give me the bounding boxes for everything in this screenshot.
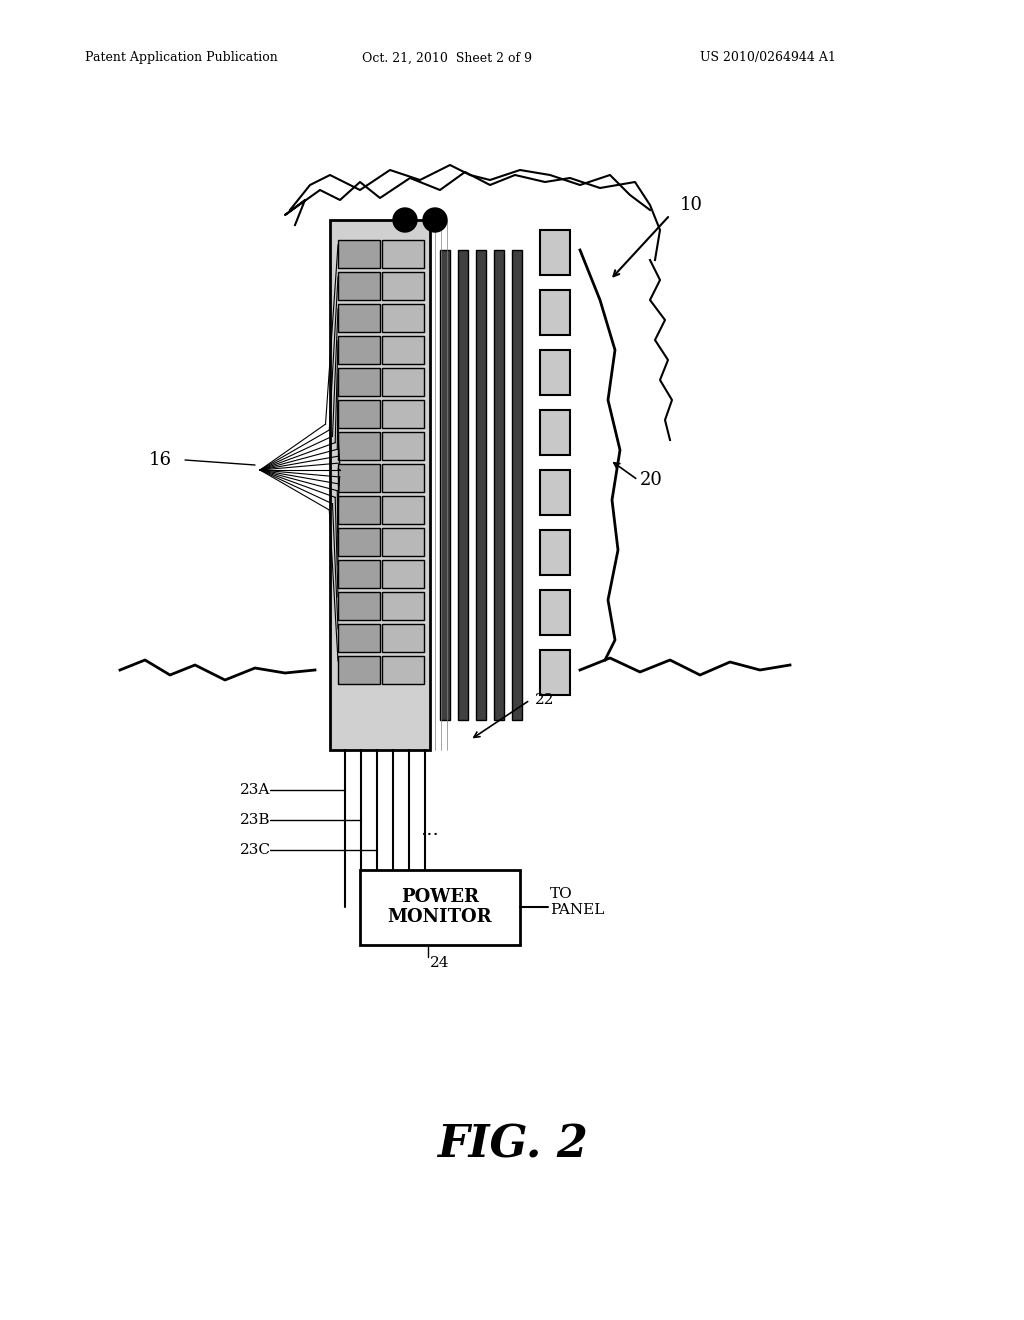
Text: 10: 10: [680, 195, 703, 214]
Bar: [338, 560, 380, 587]
Bar: [338, 465, 380, 492]
Bar: [382, 432, 424, 459]
Bar: [338, 240, 380, 268]
Bar: [540, 350, 570, 395]
Bar: [338, 304, 380, 333]
Bar: [540, 649, 570, 696]
Bar: [382, 496, 424, 524]
Text: 16: 16: [148, 451, 171, 469]
Bar: [382, 304, 424, 333]
Bar: [382, 528, 424, 556]
Text: TO
PANEL: TO PANEL: [550, 887, 604, 917]
Text: 22: 22: [535, 693, 555, 708]
Bar: [360, 870, 520, 945]
Bar: [540, 470, 570, 515]
Circle shape: [423, 209, 447, 232]
Bar: [338, 337, 380, 364]
Bar: [382, 560, 424, 587]
Bar: [338, 496, 380, 524]
Bar: [338, 528, 380, 556]
Text: 23A: 23A: [240, 783, 270, 797]
Bar: [382, 400, 424, 428]
Text: FIG. 2: FIG. 2: [436, 1123, 588, 1167]
Bar: [540, 590, 570, 635]
Text: Patent Application Publication: Patent Application Publication: [85, 51, 278, 65]
Bar: [382, 368, 424, 396]
Bar: [512, 249, 522, 719]
Bar: [540, 290, 570, 335]
Bar: [494, 249, 504, 719]
Bar: [338, 400, 380, 428]
Bar: [382, 272, 424, 300]
Bar: [338, 624, 380, 652]
Text: 23C: 23C: [240, 843, 271, 857]
Text: US 2010/0264944 A1: US 2010/0264944 A1: [700, 51, 836, 65]
Bar: [476, 249, 486, 719]
Text: Oct. 21, 2010  Sheet 2 of 9: Oct. 21, 2010 Sheet 2 of 9: [362, 51, 532, 65]
Text: POWER
MONITOR: POWER MONITOR: [388, 887, 493, 927]
Bar: [382, 240, 424, 268]
Bar: [338, 591, 380, 620]
Bar: [540, 411, 570, 455]
Bar: [338, 272, 380, 300]
Bar: [382, 624, 424, 652]
Text: 24: 24: [430, 956, 450, 970]
Text: ...: ...: [421, 821, 439, 840]
Circle shape: [393, 209, 417, 232]
Bar: [382, 337, 424, 364]
Text: 23B: 23B: [240, 813, 270, 828]
Bar: [382, 465, 424, 492]
Bar: [338, 432, 380, 459]
Bar: [458, 249, 468, 719]
Bar: [540, 531, 570, 576]
Bar: [338, 368, 380, 396]
Text: 20: 20: [640, 471, 663, 488]
Bar: [382, 656, 424, 684]
Bar: [338, 656, 380, 684]
Bar: [440, 249, 450, 719]
Bar: [540, 230, 570, 275]
Bar: [382, 591, 424, 620]
Bar: [330, 220, 430, 750]
